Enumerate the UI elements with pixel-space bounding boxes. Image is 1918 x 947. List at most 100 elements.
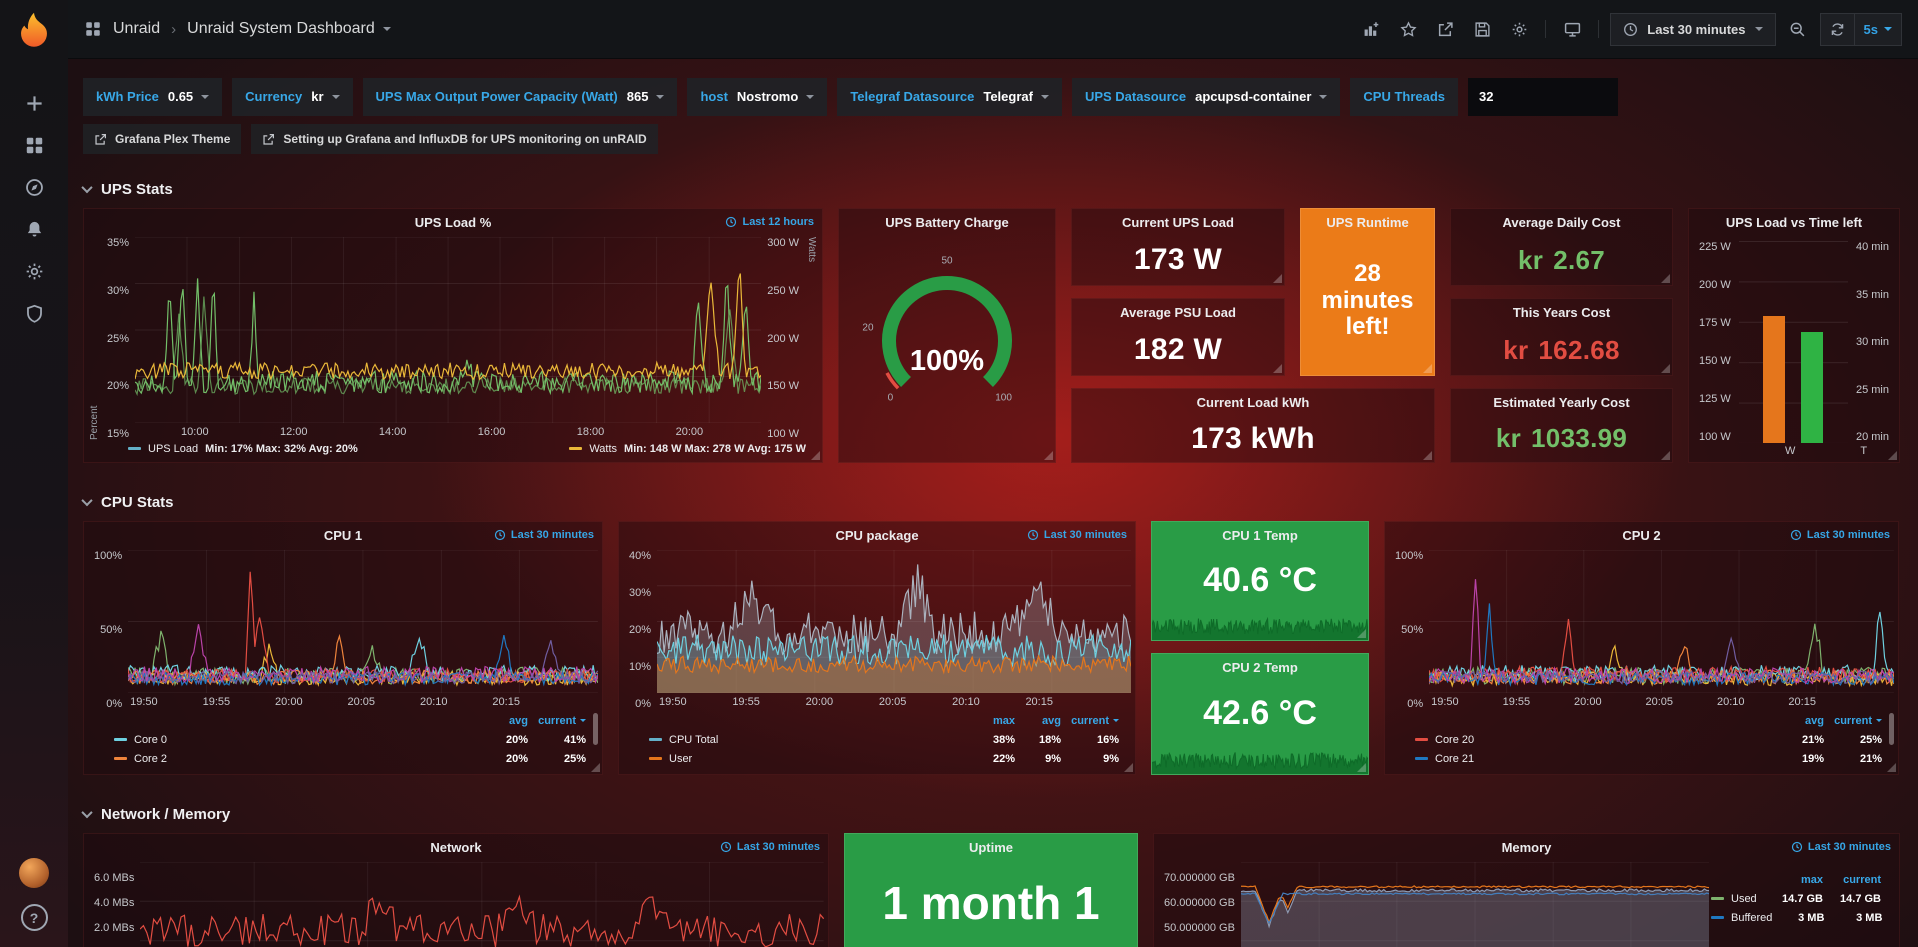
breadcrumb-folder[interactable]: Unraid bbox=[113, 20, 161, 37]
panel-title[interactable]: Average PSU Load bbox=[1120, 304, 1236, 320]
alerting-bell-icon[interactable] bbox=[11, 208, 57, 250]
refresh-caret-icon bbox=[1884, 27, 1892, 31]
legend-row: Core 2 20% 25% bbox=[114, 749, 586, 768]
panel-title[interactable]: UPS Load % Last 12 hours bbox=[84, 209, 822, 235]
grafana-logo[interactable] bbox=[13, 10, 55, 52]
series-toggle[interactable]: Core 2 bbox=[114, 753, 476, 765]
panel-title[interactable]: CPU package Last 30 minutes bbox=[619, 522, 1135, 548]
panel-title[interactable]: This Years Cost bbox=[1512, 304, 1611, 320]
time-override-badge: Last 30 minutes bbox=[1027, 522, 1127, 548]
help-button[interactable]: ? bbox=[20, 904, 48, 931]
variable-kwh-price[interactable]: kWh Price 0.65 bbox=[83, 77, 223, 116]
panel-title[interactable]: Average Daily Cost bbox=[1502, 214, 1621, 230]
variable-telegraf-datasource[interactable]: Telegraf Datasource Telegraf bbox=[837, 77, 1062, 116]
series-toggle[interactable]: Core 0 bbox=[114, 734, 476, 746]
legend-header-current[interactable]: current bbox=[1843, 873, 1881, 886]
legend-ups-load[interactable]: UPS Load Min: 17% Max: 32% Avg: 20% bbox=[128, 443, 358, 455]
clock-icon bbox=[726, 216, 737, 228]
y-axis-left: 100% 50% 0% bbox=[94, 550, 123, 710]
legend-current-value: 25% bbox=[563, 752, 586, 765]
link-ups-monitoring-guide[interactable]: Setting up Grafana and InfluxDB for UPS … bbox=[251, 124, 658, 154]
explore-icon[interactable] bbox=[11, 166, 57, 208]
panel-title[interactable]: UPS Battery Charge bbox=[885, 214, 1009, 230]
configuration-gear-icon[interactable] bbox=[11, 250, 57, 292]
cpu1-plot[interactable] bbox=[128, 550, 598, 693]
legend-header-avg[interactable]: avg bbox=[1805, 714, 1824, 727]
series-toggle[interactable]: Core 21 bbox=[1415, 753, 1772, 765]
series-toggle[interactable]: CPU Total bbox=[649, 734, 969, 746]
panel-title[interactable]: Uptime bbox=[968, 839, 1014, 855]
section-cpu-stats[interactable]: CPU Stats bbox=[81, 489, 1900, 515]
series-toggle[interactable]: Buffered bbox=[1711, 912, 1772, 924]
panel-title[interactable]: Network Last 30 minutes bbox=[84, 834, 828, 860]
variable-currency[interactable]: Currency kr bbox=[232, 77, 353, 116]
series-color-dash bbox=[114, 738, 127, 741]
time-range-picker[interactable]: Last 30 minutes bbox=[1610, 12, 1776, 46]
dashboard-title[interactable]: Unraid System Dashboard bbox=[187, 20, 391, 38]
section-ups-stats[interactable]: UPS Stats bbox=[81, 176, 1900, 202]
variable-host[interactable]: host Nostromo bbox=[687, 77, 828, 116]
memory-plot[interactable] bbox=[1240, 862, 1709, 947]
cpu-threads-input[interactable]: 32 bbox=[1468, 77, 1619, 116]
cpu-temp-column: CPU 1 Temp 40.6 °C CPU 2 Temp 42.6 °C bbox=[1151, 521, 1369, 775]
legend-row: Core 21 19% 21% bbox=[1415, 749, 1882, 768]
cpu-package-plot[interactable] bbox=[657, 550, 1131, 693]
panel-title[interactable]: Current UPS Load bbox=[1122, 214, 1234, 230]
y-axis-label-left: Percent bbox=[89, 405, 100, 440]
save-button[interactable] bbox=[1467, 14, 1497, 44]
panel-title[interactable]: CPU 1 Temp bbox=[1222, 527, 1298, 543]
panel-title[interactable]: CPU 1 Last 30 minutes bbox=[84, 522, 602, 548]
variable-ups-datasource[interactable]: UPS Datasource apcupsd-container bbox=[1071, 77, 1341, 116]
legend-current-value: 21% bbox=[1859, 752, 1882, 765]
cpu2-plot[interactable] bbox=[1429, 550, 1894, 693]
legend-header-current[interactable]: current bbox=[1061, 715, 1119, 727]
link-grafana-plex-theme[interactable]: Grafana Plex Theme bbox=[83, 124, 242, 154]
legend-scrollbar[interactable] bbox=[1889, 713, 1894, 745]
panel-title[interactable]: CPU 2 Last 30 minutes bbox=[1385, 522, 1898, 548]
legend-table: avg current Core 0 20% 41% Core 2 20% 25% bbox=[84, 710, 602, 774]
panel-title[interactable]: UPS Runtime bbox=[1326, 214, 1409, 230]
panel-cpu-package-graph: CPU package Last 30 minutes 40% 30% 20% 10%… bbox=[618, 521, 1136, 775]
create-icon[interactable] bbox=[11, 82, 57, 124]
panel-ups-load-graph: UPS Load % Last 12 hours Percent 35% 30% 2… bbox=[83, 208, 823, 463]
legend-header-current[interactable]: current bbox=[1824, 715, 1882, 727]
legend-header-avg[interactable]: avg bbox=[509, 714, 528, 727]
variable-ups-max-watt[interactable]: UPS Max Output Power Capacity (Watt) 865 bbox=[362, 77, 678, 116]
user-avatar[interactable] bbox=[19, 858, 49, 888]
legend-row: User 22% 9% 9% bbox=[649, 749, 1119, 768]
legend-scrollbar[interactable] bbox=[593, 713, 598, 745]
share-button[interactable] bbox=[1430, 14, 1460, 44]
panel-cpu1-graph: CPU 1 Last 30 minutes 100% 50% 0% 19:50 19:… bbox=[83, 521, 603, 775]
dashboards-icon[interactable] bbox=[11, 124, 57, 166]
add-panel-button[interactable] bbox=[1356, 14, 1386, 44]
series-toggle[interactable]: User bbox=[649, 753, 969, 765]
zoom-out-button[interactable] bbox=[1783, 14, 1813, 44]
legend-watts[interactable]: Watts Min: 148 W Max: 278 W Avg: 175 W bbox=[569, 443, 806, 455]
legend-header-max[interactable]: max bbox=[1800, 873, 1823, 886]
star-button[interactable] bbox=[1393, 14, 1423, 44]
series-toggle[interactable]: Core 20 bbox=[1415, 734, 1772, 746]
refresh-button[interactable] bbox=[1821, 14, 1854, 45]
gauge-value: 100% bbox=[909, 345, 985, 377]
cpu-stats-row: CPU 1 Last 30 minutes 100% 50% 0% 19:50 19:… bbox=[83, 521, 1900, 775]
admin-shield-icon[interactable] bbox=[11, 292, 57, 334]
series-toggle[interactable]: Used bbox=[1711, 893, 1771, 905]
legend-avg-value: 9% bbox=[1045, 752, 1061, 765]
ups-stat-cluster: Current UPS Load 173 W UPS Runtime 28 mi… bbox=[1071, 208, 1435, 463]
settings-gear-button[interactable] bbox=[1504, 14, 1534, 44]
tv-mode-button[interactable] bbox=[1557, 14, 1587, 44]
legend-header-current[interactable]: current bbox=[528, 715, 586, 727]
refresh-button-group: 5s bbox=[1819, 12, 1902, 46]
panel-title[interactable]: UPS Load vs Time left bbox=[1725, 214, 1863, 230]
legend-header-avg[interactable]: avg bbox=[1042, 714, 1061, 727]
ups-load-plot[interactable] bbox=[135, 237, 761, 423]
section-network-memory[interactable]: Network / Memory bbox=[81, 801, 1900, 827]
panel-title[interactable]: Current Load kWh bbox=[1196, 394, 1310, 410]
panel-title[interactable]: Memory Last 30 minutes bbox=[1154, 834, 1899, 860]
refresh-interval-dropdown[interactable]: 5s bbox=[1853, 13, 1901, 45]
legend-avg-value: 18% bbox=[1038, 733, 1061, 746]
legend-header-max[interactable]: max bbox=[992, 714, 1015, 727]
network-plot[interactable] bbox=[140, 862, 824, 947]
panel-title[interactable]: CPU 2 Temp bbox=[1222, 659, 1298, 675]
panel-title[interactable]: Estimated Yearly Cost bbox=[1493, 394, 1630, 410]
